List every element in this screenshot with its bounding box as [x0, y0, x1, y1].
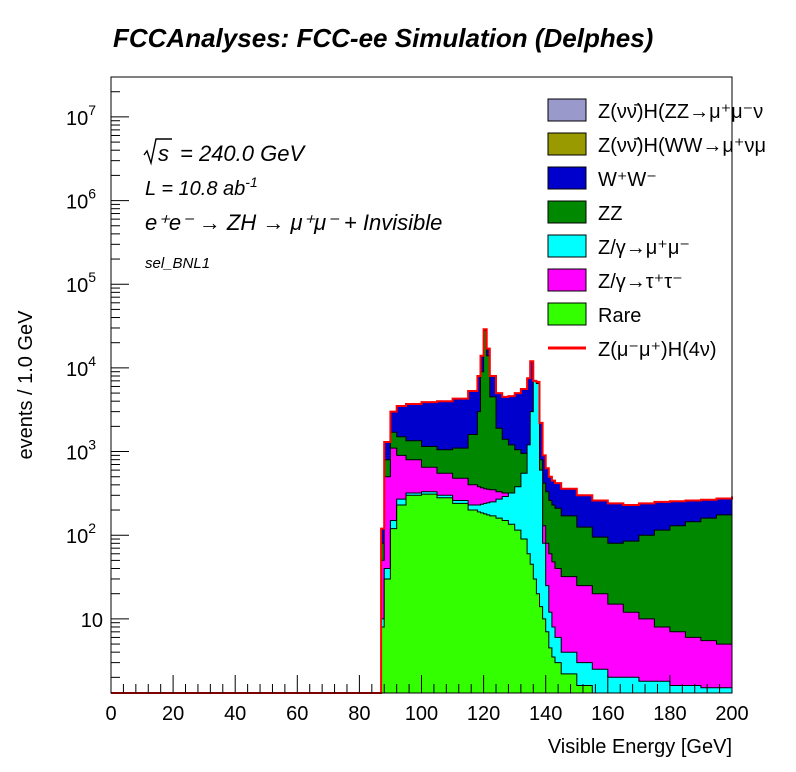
- x-tick-label: 180: [653, 703, 686, 725]
- y-tick-label: 10: [81, 610, 103, 632]
- legend-swatch-WW: [547, 166, 587, 190]
- y-tick-label: 107: [66, 102, 96, 130]
- luminosity-prefix: L = 10.8 ab: [145, 178, 245, 200]
- y-axis-label: events / 1.0 GeV: [15, 310, 37, 460]
- x-axis: 0 20 40 60 80 100 120 140 160 180 200: [105, 675, 749, 725]
- legend-label-ZnunuH_WW: Z(νν̄)H(WW→μ⁺νμ: [598, 135, 766, 157]
- legend-swatch-ZZ: [547, 200, 587, 224]
- y-tick-label: 105: [66, 269, 96, 297]
- legend-label-ZZ: ZZ: [598, 203, 622, 225]
- x-tick-label: 40: [224, 703, 246, 725]
- legend-swatch-Rare: [547, 302, 587, 326]
- x-tick-label: 20: [162, 703, 184, 725]
- luminosity-exponent: -1: [245, 174, 257, 190]
- stacked-histograms: [111, 328, 733, 694]
- legend-label-Ztautau: Z/γ→τ⁺τ⁻: [598, 271, 683, 293]
- legend-swatch-Zmumu: [547, 234, 587, 258]
- y-tick-label: 106: [66, 186, 96, 214]
- selection-label: sel_BNL1: [145, 255, 210, 272]
- legend-swatch-ZnunuH_WW: [547, 132, 587, 156]
- legend-label-ZnunuH_ZZ: Z(νν̄)H(ZZ→μ⁺μ⁻ν: [598, 101, 763, 123]
- legend-swatch-Ztautau: [547, 268, 587, 292]
- energy-label: = 240.0 GeV: [180, 141, 306, 166]
- y-tick-label: 102: [66, 520, 96, 548]
- y-tick-label: 104: [66, 353, 96, 381]
- signal-histogram: [111, 328, 733, 694]
- legend-label-WW: W⁺W⁻: [598, 169, 657, 191]
- y-axis: 10 102 103 104 105 106 107: [66, 76, 129, 678]
- x-tick-label: 140: [529, 703, 562, 725]
- x-tick-label: 100: [405, 703, 438, 725]
- legend-label-Rare: Rare: [598, 305, 641, 327]
- luminosity-label: L = 10.8 ab-1: [145, 174, 258, 200]
- line-signal: [111, 328, 733, 694]
- legend-swatch-ZnunuH_ZZ: [547, 98, 587, 122]
- x-axis-label: Visible Energy [GeV]: [548, 736, 732, 758]
- legend-label-signal: Z(μ⁻μ⁺)H(4ν): [598, 339, 717, 361]
- annotation-sqrt-s: s = 240.0 GeV: [143, 138, 306, 166]
- sqrt-s-symbol: s: [158, 141, 169, 166]
- y-tick-label: 103: [66, 437, 96, 465]
- x-tick-label: 200: [715, 703, 748, 725]
- process-label: e⁺e⁻ → ZH → μ⁺μ⁻ + Invisible: [145, 210, 442, 235]
- sqrt-icon: [143, 138, 172, 166]
- x-tick-label: 120: [467, 703, 500, 725]
- x-tick-label: 0: [105, 703, 116, 725]
- x-tick-label: 80: [348, 703, 370, 725]
- x-tick-label: 160: [591, 703, 624, 725]
- legend-label-Zmumu: Z/γ→μ⁺μ⁻: [598, 237, 690, 259]
- x-tick-label: 60: [286, 703, 308, 725]
- area-Rare: [111, 493, 732, 694]
- legend: Z(νν̄)H(ZZ→μ⁺μ⁻ν Z(νν̄)H(WW→μ⁺νμ W⁺W⁻ ZZ Z/γ…: [547, 98, 766, 361]
- chart-title: FCCAnalyses: FCC-ee Simulation (Delphes): [113, 23, 653, 53]
